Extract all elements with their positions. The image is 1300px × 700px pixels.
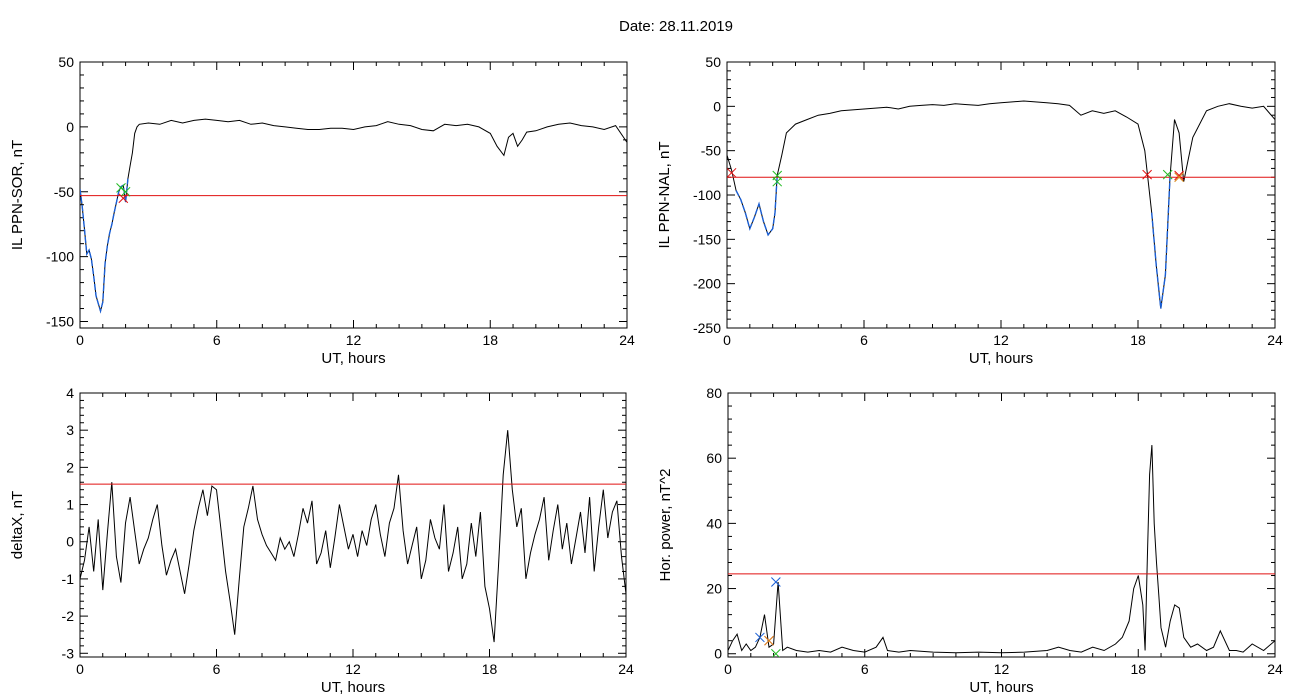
- y-tick-label: -150: [693, 231, 721, 247]
- x-tick-label: 6: [860, 332, 868, 348]
- y-tick-label: 50: [58, 54, 74, 70]
- event-marker: [771, 648, 781, 657]
- plot-area: [728, 445, 1275, 657]
- plot-area: [80, 118, 627, 314]
- x-tick-label: 0: [76, 661, 84, 677]
- x-tick-label: 6: [213, 661, 221, 677]
- y-tick-label: 4: [66, 385, 74, 401]
- x-tick-label: 12: [346, 332, 362, 348]
- storm-series-line: [80, 178, 129, 314]
- plot-frame: [726, 61, 1276, 329]
- x-tick-label: 0: [76, 332, 84, 348]
- storm-series-line: [1151, 177, 1171, 309]
- y-axis-label: Hor. power, nT^2: [657, 469, 674, 582]
- x-tick-label: 18: [482, 332, 498, 348]
- plot-frame: [79, 61, 628, 329]
- y-tick-label: -1: [62, 571, 75, 587]
- panel-il-ppn-nal: 0 6 12 18 24 -250 -200 -150 -100 -50 0 50 UT, hours I…: [656, 54, 1283, 367]
- y-tick-label: 20: [706, 581, 722, 597]
- x-tick-label: 0: [724, 661, 732, 677]
- y-tick-label: 3: [66, 422, 74, 438]
- y-tick-label: 40: [706, 515, 722, 531]
- y-tick-label: 0: [713, 98, 721, 114]
- x-axis-label: UT, hours: [321, 350, 385, 367]
- y-tick-label: -3: [62, 645, 75, 661]
- event-marker: [727, 167, 737, 178]
- data-series-line: [728, 445, 1275, 654]
- x-tick-label: 12: [345, 661, 361, 677]
- data-series-line: [80, 430, 626, 643]
- y-tick-label: -2: [62, 608, 75, 624]
- data-series-line: [80, 118, 627, 313]
- x-axis-label: UT, hours: [321, 679, 385, 696]
- x-tick-label: 18: [482, 661, 498, 677]
- y-axis-label: deltaX, nT: [9, 491, 26, 559]
- y-tick-label: 60: [706, 450, 722, 466]
- x-tick-label: 6: [213, 332, 221, 348]
- y-tick-label: 1: [66, 497, 74, 513]
- x-tick-label: 6: [861, 661, 869, 677]
- y-axis-label: IL PPN-NAL, nT: [656, 142, 673, 249]
- plot-frame: [79, 392, 627, 658]
- plot-area: [727, 100, 1275, 309]
- event-marker: [764, 635, 774, 646]
- event-marker: [772, 176, 783, 187]
- y-tick-label: -250: [693, 320, 721, 336]
- x-tick-label: 12: [993, 332, 1009, 348]
- event-marker: [1142, 169, 1152, 180]
- y-tick-label: 0: [66, 119, 74, 135]
- y-tick-label: 0: [66, 534, 74, 550]
- panel-il-ppn-sor: 0 6 12 18 24 -150 -100 -50 0 50 UT, hours IL PPN-SO…: [9, 54, 635, 367]
- data-series-line: [727, 100, 1275, 309]
- y-tick-label: -50: [54, 184, 74, 200]
- event-marker: [1174, 172, 1184, 183]
- y-tick-label: -150: [46, 314, 74, 330]
- plot-frame: [727, 392, 1276, 658]
- x-tick-label: 18: [1130, 661, 1146, 677]
- x-tick-label: 24: [618, 661, 634, 677]
- event-marker: [771, 577, 781, 587]
- y-tick-label: -50: [701, 143, 721, 159]
- date-title: Date: 28.11.2019: [619, 18, 733, 35]
- x-tick-label: 24: [619, 332, 635, 348]
- y-tick-label: 80: [706, 385, 722, 401]
- x-tick-label: 18: [1130, 332, 1146, 348]
- y-tick-label: -100: [46, 249, 74, 265]
- y-tick-label: 50: [705, 54, 721, 70]
- x-tick-label: 24: [1267, 332, 1283, 348]
- y-tick-label: -100: [693, 187, 721, 203]
- x-tick-label: 12: [994, 661, 1010, 677]
- panel-hor-power: 0 6 12 18 24 0 20 40 60 80 UT, hours Hor. power, nT…: [657, 385, 1283, 696]
- event-marker: [755, 632, 765, 643]
- x-axis-label: UT, hours: [969, 350, 1033, 367]
- event-marker: [1162, 169, 1173, 180]
- plot-area: [80, 430, 626, 643]
- y-tick-label: -200: [693, 276, 721, 292]
- x-tick-label: 0: [723, 332, 731, 348]
- storm-series-line: [735, 175, 778, 237]
- event-marker: [118, 193, 129, 204]
- y-axis-label: IL PPN-SOR, nT: [9, 140, 26, 250]
- y-tick-label: 0: [714, 646, 722, 662]
- x-tick-label: 24: [1267, 661, 1283, 677]
- y-tick-label: 2: [66, 459, 74, 475]
- event-marker: [120, 186, 131, 197]
- event-marker: [1174, 170, 1184, 181]
- x-axis-label: UT, hours: [969, 679, 1033, 696]
